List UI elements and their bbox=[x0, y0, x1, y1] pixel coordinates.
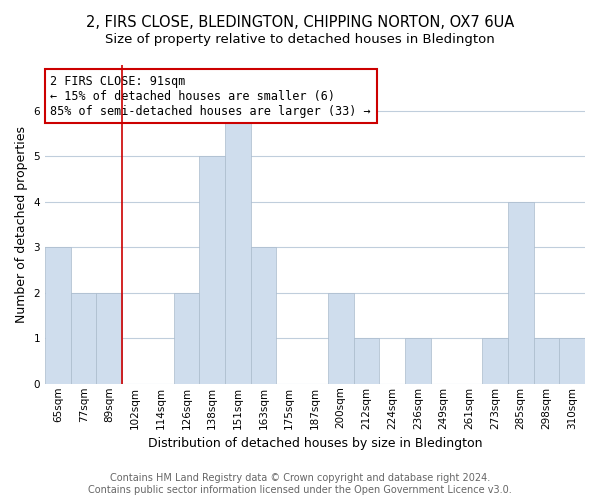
Bar bbox=[199, 156, 225, 384]
Text: Contains HM Land Registry data © Crown copyright and database right 2024.
Contai: Contains HM Land Registry data © Crown c… bbox=[88, 474, 512, 495]
Bar bbox=[482, 338, 508, 384]
Bar bbox=[559, 338, 585, 384]
Y-axis label: Number of detached properties: Number of detached properties bbox=[15, 126, 28, 323]
Bar bbox=[353, 338, 379, 384]
Bar bbox=[405, 338, 431, 384]
Text: 2, FIRS CLOSE, BLEDINGTON, CHIPPING NORTON, OX7 6UA: 2, FIRS CLOSE, BLEDINGTON, CHIPPING NORT… bbox=[86, 15, 514, 30]
Text: Size of property relative to detached houses in Bledington: Size of property relative to detached ho… bbox=[105, 32, 495, 46]
Bar bbox=[328, 292, 353, 384]
Bar bbox=[251, 247, 277, 384]
Bar bbox=[71, 292, 97, 384]
Text: 2 FIRS CLOSE: 91sqm
← 15% of detached houses are smaller (6)
85% of semi-detache: 2 FIRS CLOSE: 91sqm ← 15% of detached ho… bbox=[50, 74, 371, 118]
Bar bbox=[45, 247, 71, 384]
Bar bbox=[173, 292, 199, 384]
Bar bbox=[508, 202, 533, 384]
Bar bbox=[533, 338, 559, 384]
Bar bbox=[97, 292, 122, 384]
X-axis label: Distribution of detached houses by size in Bledington: Distribution of detached houses by size … bbox=[148, 437, 482, 450]
Bar bbox=[225, 110, 251, 384]
